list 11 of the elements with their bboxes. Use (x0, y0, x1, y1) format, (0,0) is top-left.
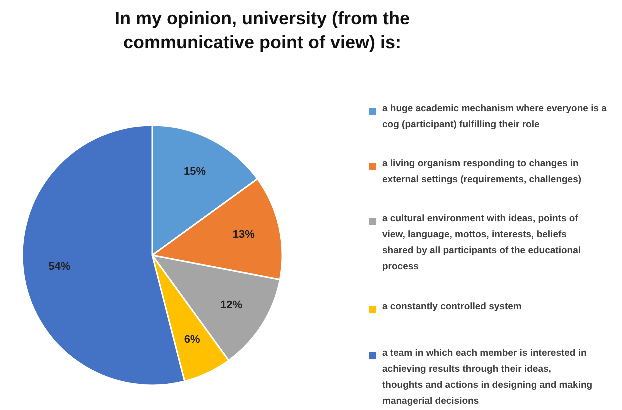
legend-label: a team in which each member is interested in achieving results through their ideas, thoughts and actions in designing and making managerial decisions (382, 348, 593, 407)
data-label: 54% (48, 261, 71, 274)
legend-label: a constantly controlled system (382, 302, 522, 312)
legend-label: a living organism responding to changes in external settings (requirements, challenges) (382, 158, 582, 186)
data-label: 12% (220, 300, 243, 312)
legend-label: a cultural environment with ideas, points of view, language, mottos, interests, beliefs shared by all participants of the educational process (382, 214, 581, 272)
data-label: 6% (184, 334, 201, 346)
data-label: 15% (184, 166, 206, 178)
data-label: 13% (232, 229, 256, 242)
legend-label: a huge academic mechanism where everyone is a cog (participant) fulfilling their role (382, 104, 608, 130)
chart-title: In my opinion, university (from the communicative point of view) is: (114, 8, 410, 52)
